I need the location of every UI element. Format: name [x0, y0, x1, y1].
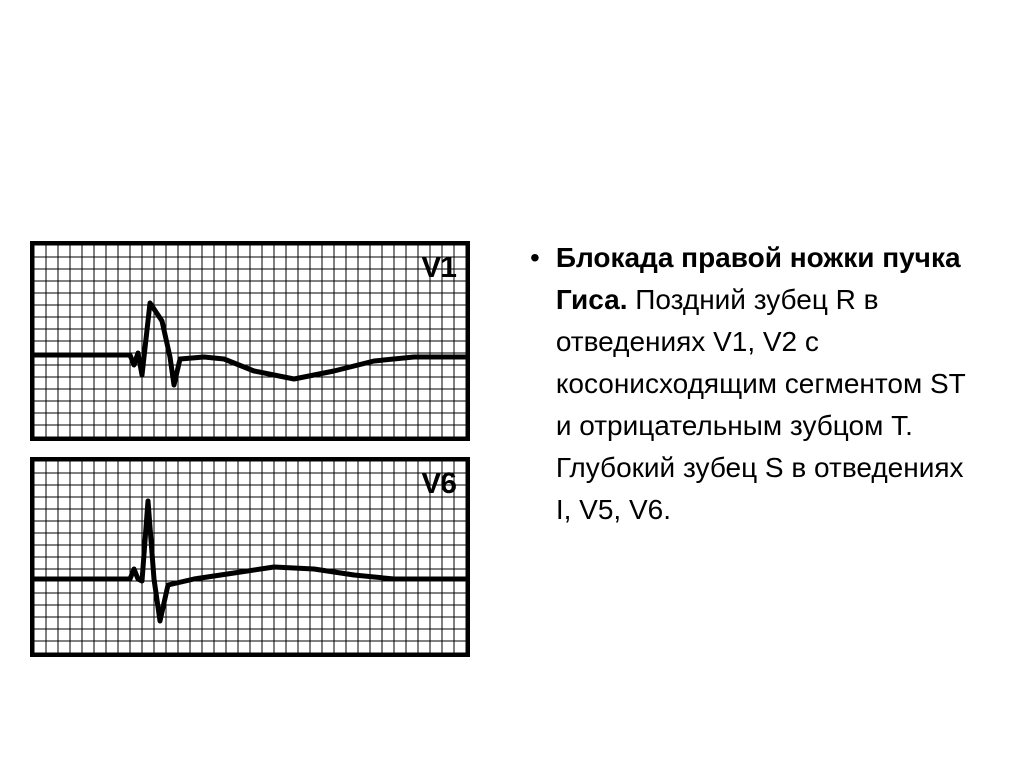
- bullet-item: • Блокада правой ножки пучка Гиса. Поздн…: [530, 237, 984, 531]
- text-column: • Блокада правой ножки пучка Гиса. Поздн…: [530, 177, 1024, 591]
- lead-label-v1: V1: [421, 251, 456, 285]
- ecg-svg-v6: [34, 461, 466, 653]
- ecg-grid-v1: [34, 245, 466, 437]
- lead-label-v6: V6: [421, 467, 456, 501]
- slide: V1 V6 • Блокада правой ножки пучка Гиса.…: [0, 0, 1024, 767]
- ecg-panel-v6: V6: [30, 457, 470, 657]
- ecg-grid-v6: [34, 461, 466, 653]
- ecg-panel-v1: V1: [30, 241, 470, 441]
- bullet-text: Блокада правой ножки пучка Гиса. Поздний…: [556, 237, 984, 531]
- ecg-svg-v1: [34, 245, 466, 437]
- ecg-column: V1 V6: [0, 111, 530, 657]
- bullet-dot: •: [530, 237, 540, 531]
- bullet-body: Поздний зубец R в отведениях V1, V2 с ко…: [556, 284, 965, 525]
